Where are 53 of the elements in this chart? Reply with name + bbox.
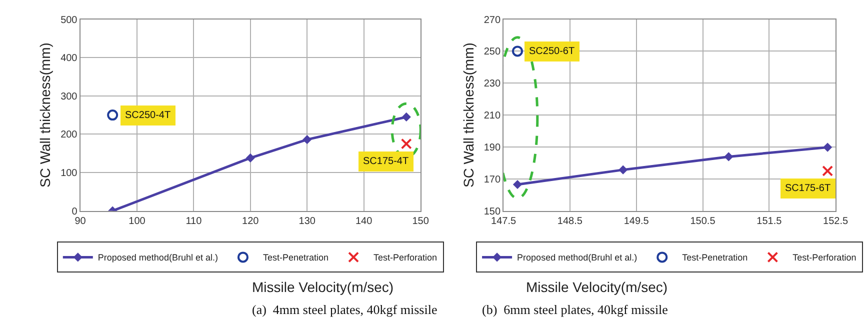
x-tick-label: 152.5 xyxy=(823,216,848,227)
legend-label: Test-Penetration xyxy=(682,252,748,263)
legend-label: Proposed method(Bruhl et al.) xyxy=(98,252,218,263)
x-tick-label: 90 xyxy=(74,216,86,227)
legend-label: Proposed method(Bruhl et al.) xyxy=(517,252,638,263)
y-tick-label: 230 xyxy=(484,78,501,90)
x-tick-label: 110 xyxy=(186,216,202,227)
annotation: SC250-4T xyxy=(125,110,171,121)
x-tick-label: 100 xyxy=(128,216,146,227)
x-tick-label: 149.5 xyxy=(624,216,650,227)
point xyxy=(107,110,118,121)
point xyxy=(823,142,832,152)
y-tick-label: 190 xyxy=(484,142,501,154)
point xyxy=(512,46,523,57)
y-tick-label: 170 xyxy=(484,174,501,186)
y-tick-label: 150 xyxy=(484,206,501,218)
x-tick-label: 150 xyxy=(412,216,430,227)
y-tick-label: 250 xyxy=(484,46,501,58)
text: (b) 6mm steel plates, 40kgf missile xyxy=(482,302,668,317)
point xyxy=(302,135,312,144)
point xyxy=(618,165,628,174)
annotation: SC175-4T xyxy=(363,156,409,167)
annotation: SC175-6T xyxy=(785,183,831,194)
y-tick-label: 400 xyxy=(60,53,78,64)
text: (a) 4mm steel plates, 40kgf missile xyxy=(252,302,438,317)
x-tick-label: 148.5 xyxy=(557,216,583,227)
y-tick-label: 500 xyxy=(60,14,78,26)
y-tick-label: 300 xyxy=(60,91,78,102)
x-axis-title: Missile Velocity(m/sec) xyxy=(526,279,668,295)
y-tick-label: 0 xyxy=(72,206,78,218)
x-tick-label: 150.5 xyxy=(690,216,716,227)
x-tick-label: 130 xyxy=(298,216,316,227)
y-tick-label: 270 xyxy=(484,14,501,26)
point xyxy=(400,138,412,150)
x-tick-label: 151.5 xyxy=(756,216,782,227)
y-tick-label: 200 xyxy=(60,130,78,141)
x-tick-label: 147.5 xyxy=(491,216,516,227)
point xyxy=(512,180,522,190)
legend-label: Test-Perforation xyxy=(374,252,438,263)
legend-label: Test-Penetration xyxy=(262,252,329,263)
x-tick-label: 120 xyxy=(242,216,260,227)
point xyxy=(822,165,834,176)
x-tick-label: 140 xyxy=(355,216,373,227)
annotation: SC250-6T xyxy=(529,46,575,57)
y-axis-title: SC Wall thickness(mm) xyxy=(460,42,476,188)
point xyxy=(724,152,734,162)
y-axis-title: SC Wall thickness(mm) xyxy=(37,42,54,188)
legend-label: Test-Perforation xyxy=(792,252,856,263)
point xyxy=(246,153,255,163)
x-axis-title: Missile Velocity(m/sec) xyxy=(252,279,394,295)
y-tick-label: 210 xyxy=(484,110,501,122)
y-tick-label: 100 xyxy=(60,168,78,180)
point xyxy=(402,112,411,122)
